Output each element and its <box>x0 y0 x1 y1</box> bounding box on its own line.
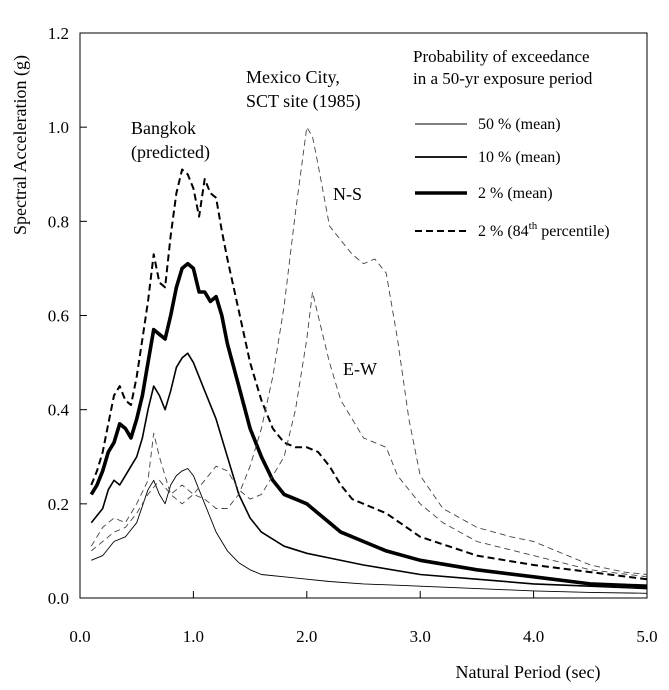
y-tick-label: 0.6 <box>48 307 69 326</box>
y-tick-label: 1.0 <box>48 118 69 137</box>
x-axis-title: Natural Period (sec) <box>456 662 601 683</box>
series-line-mexico-city-n-s <box>91 126 648 575</box>
ew-label: E-W <box>343 359 377 379</box>
legend-label-50-mean: 50 % (mean) <box>478 116 561 133</box>
legend-label-2-mean: 2 % (mean) <box>478 185 553 202</box>
series-line-2-mean <box>89 261 648 588</box>
bangkok-label: Bangkok <box>131 118 196 138</box>
y-tick-label: 0.0 <box>48 589 69 608</box>
axes-layer: 0.0 0.2 0.4 0.6 0.8 1.0 1.2 0.0 1.0 2.0 3.0 4.0 5.0 <box>48 24 658 646</box>
y-axis-title: Spectral Acceleration (g) <box>10 55 31 235</box>
legend-label-10-mean: 10 % (mean) <box>478 149 561 166</box>
legend-label-2-84th-prefix: 2 % (84 <box>478 223 529 240</box>
legend: Probability of exceedance in a 50-yr exp… <box>413 47 610 240</box>
ns-label: N-S <box>333 184 362 204</box>
series-line-50-mean <box>91 468 648 594</box>
mexico-city-label: Mexico City, <box>246 67 340 87</box>
bangkok-predicted-label: (predicted) <box>131 142 210 163</box>
x-tick-label: 1.0 <box>183 627 204 646</box>
y-tick-label: 0.2 <box>48 495 69 514</box>
legend-title-line2: in a 50-yr exposure period <box>413 69 593 88</box>
legend-label-2-84th-suffix: percentile) <box>537 223 609 240</box>
x-tick-label: 4.0 <box>523 627 544 646</box>
series-line-2-84th-percentile <box>90 168 648 581</box>
y-tick-label: 0.8 <box>48 212 69 231</box>
x-tick-label: 2.0 <box>296 627 317 646</box>
y-tick-label: 0.4 <box>48 401 70 420</box>
legend-label-2-84th: 2 % (84th percentile) <box>478 220 610 240</box>
y-tick-label: 1.2 <box>48 24 69 43</box>
x-tick-label: 3.0 <box>410 627 431 646</box>
x-tick-label: 0.0 <box>69 627 90 646</box>
series-layer <box>89 126 648 594</box>
legend-title-line1: Probability of exceedance <box>413 47 590 66</box>
legend-label-2-84th-sup: th <box>529 220 538 232</box>
x-tick-label: 5.0 <box>636 627 657 646</box>
series-line-10-mean <box>90 352 648 590</box>
sct-site-label: SCT site (1985) <box>246 91 361 112</box>
series-line-mexico-city-e-w <box>90 291 648 578</box>
